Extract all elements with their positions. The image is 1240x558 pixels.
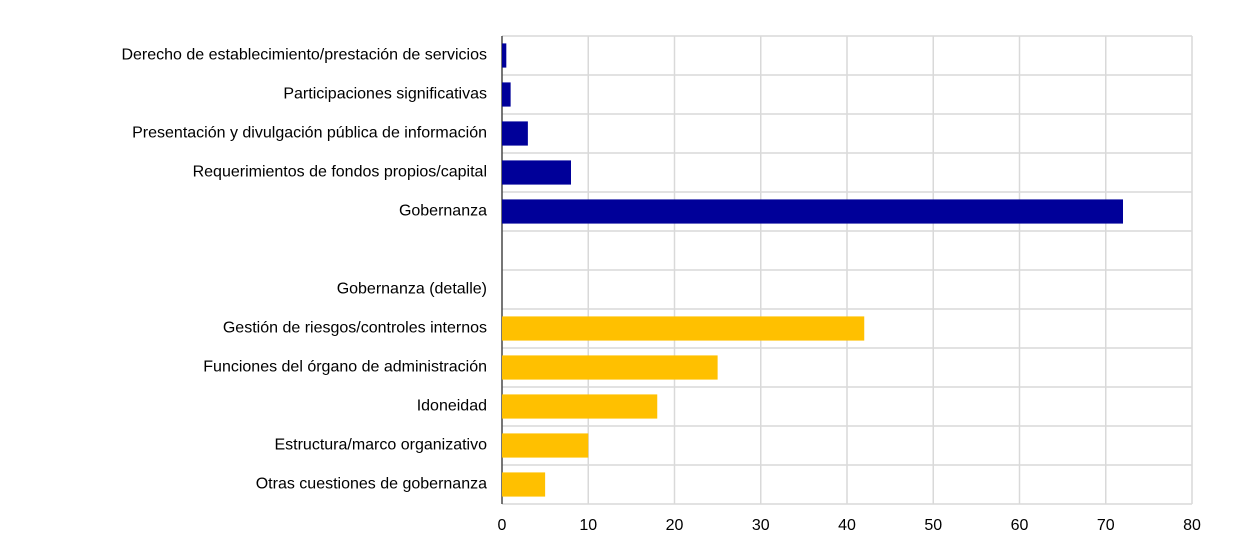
bar <box>502 433 589 458</box>
bar <box>502 43 507 68</box>
y-tick-label: Idoneidad <box>417 398 487 415</box>
x-tick-label: 70 <box>1097 517 1115 534</box>
bar <box>502 472 546 497</box>
bar <box>502 199 1123 224</box>
x-tick-label: 80 <box>1183 517 1201 534</box>
x-tick-label: 10 <box>579 517 597 534</box>
y-tick-label: Estructura/marco organizativo <box>274 437 487 454</box>
x-tick-label: 50 <box>924 517 942 534</box>
x-tick-label: 40 <box>838 517 856 534</box>
y-tick-label: Funciones del órgano de administración <box>203 359 487 376</box>
bar <box>502 82 511 107</box>
y-tick-label: Presentación y divulgación pública de in… <box>132 125 487 142</box>
y-tick-label: Participaciones significativas <box>283 86 487 103</box>
bar <box>502 121 528 146</box>
x-tick-label: 0 <box>498 517 507 534</box>
x-tick-label: 60 <box>1011 517 1029 534</box>
y-tick-label: Gobernanza (detalle) <box>337 281 487 298</box>
x-tick-label: 30 <box>752 517 770 534</box>
bar <box>502 316 865 341</box>
y-tick-label: Requerimientos de fondos propios/capital <box>193 164 487 181</box>
y-tick-label: Gestión de riesgos/controles internos <box>223 320 487 337</box>
bar <box>502 355 718 380</box>
bar <box>502 160 571 185</box>
bar <box>502 394 658 419</box>
y-tick-label: Gobernanza <box>399 203 487 220</box>
y-tick-label: Derecho de establecimiento/prestación de… <box>121 47 487 64</box>
x-tick-label: 20 <box>666 517 684 534</box>
y-tick-label: Otras cuestiones de gobernanza <box>256 476 487 493</box>
